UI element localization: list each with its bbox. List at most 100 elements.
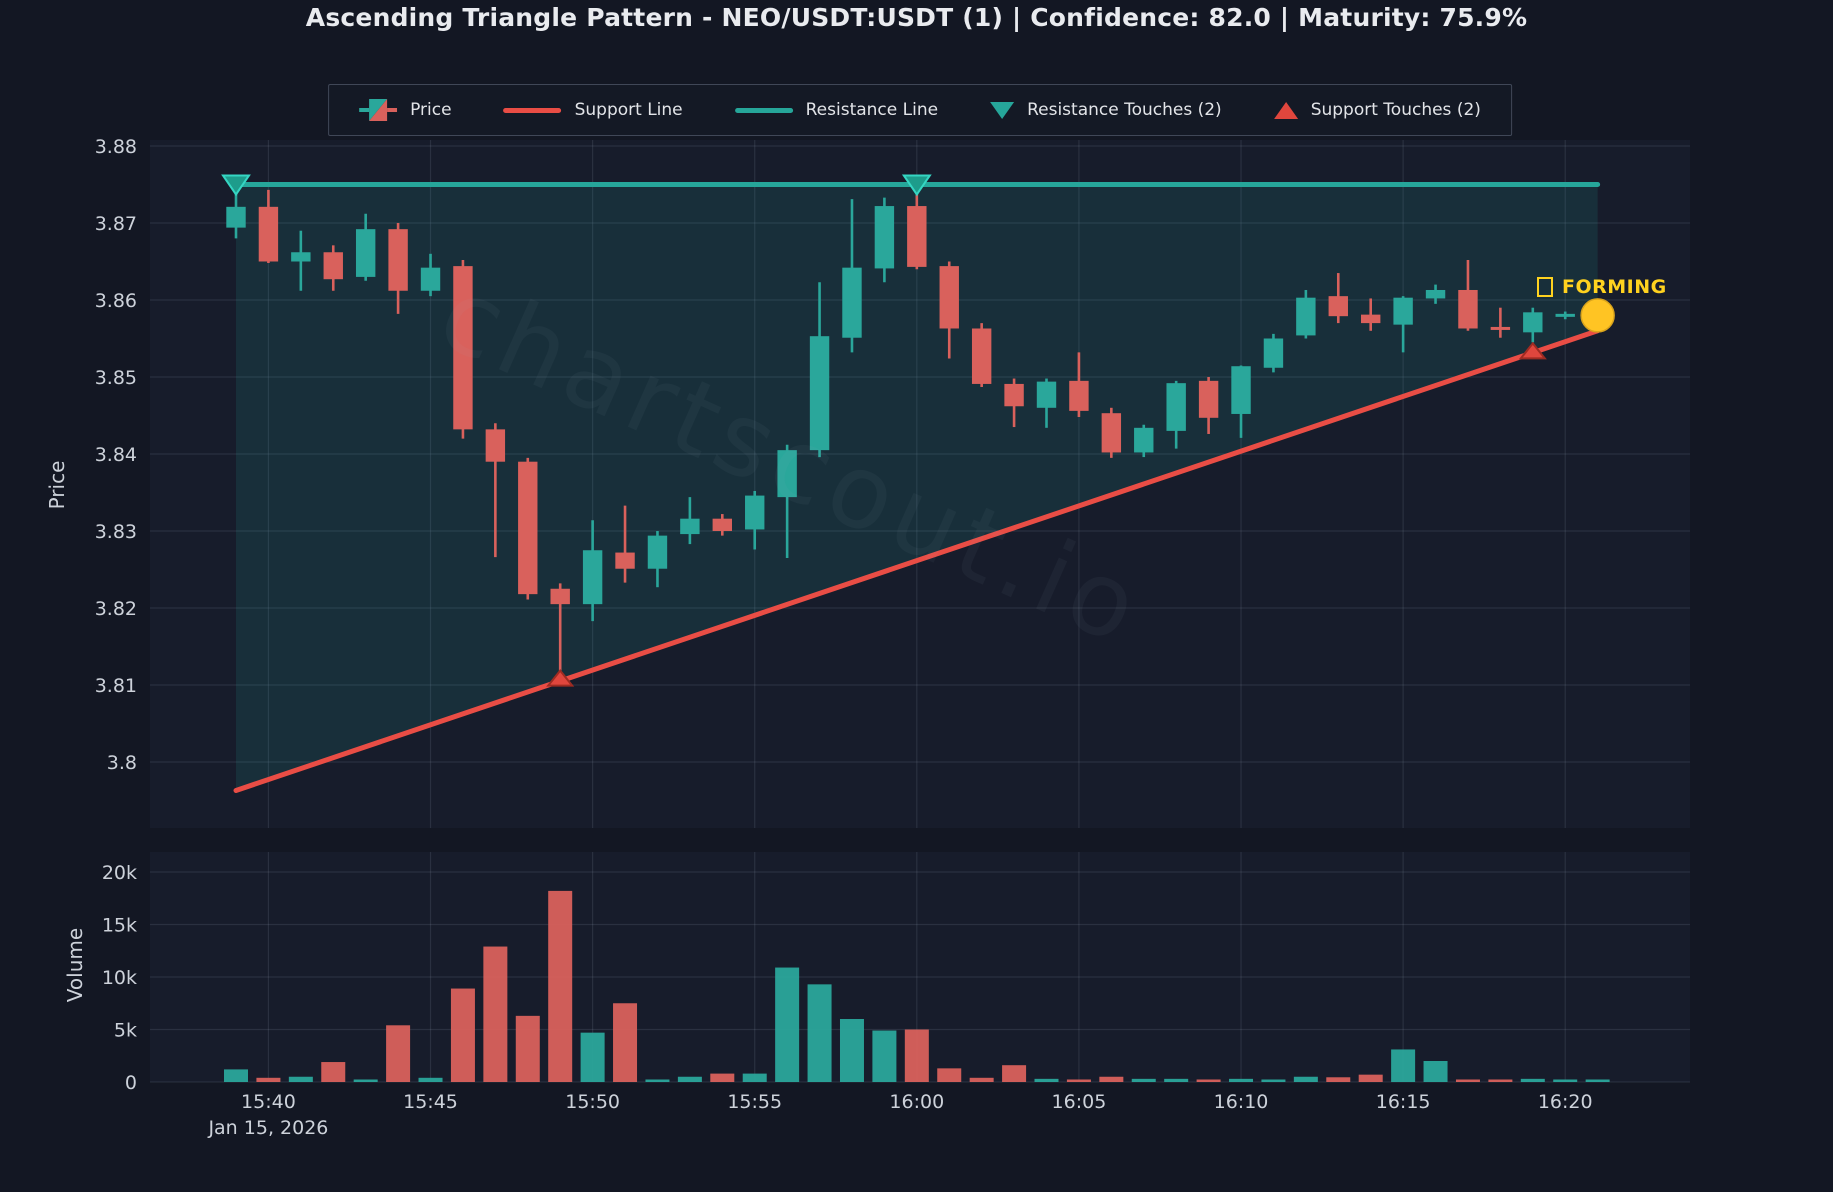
volume-bar[interactable]: [1261, 1079, 1286, 1083]
volume-bar[interactable]: [937, 1068, 962, 1082]
price-axis-title: Price: [45, 460, 69, 510]
volume-bar[interactable]: [775, 967, 800, 1082]
volume-bar[interactable]: [450, 988, 475, 1082]
candle[interactable]: [258, 189, 279, 264]
volume-bar[interactable]: [1196, 1079, 1221, 1083]
candle[interactable]: [712, 514, 732, 536]
volume-bar[interactable]: [1585, 1079, 1610, 1083]
volume-bar[interactable]: [1002, 1065, 1027, 1082]
volume-bar[interactable]: [515, 1015, 540, 1082]
candle[interactable]: [809, 282, 830, 458]
candle[interactable]: [1425, 284, 1446, 304]
candle[interactable]: [323, 245, 343, 291]
candle[interactable]: [1393, 296, 1413, 353]
volume-bar[interactable]: [1488, 1079, 1513, 1083]
legend-item-resistance-line[interactable]: Resistance Line: [734, 100, 938, 120]
candle[interactable]: [1101, 407, 1122, 458]
volume-bar[interactable]: [1358, 1074, 1383, 1082]
current-price-marker: [1580, 298, 1615, 333]
candle[interactable]: [355, 213, 376, 281]
svg-text:3.83: 3.83: [95, 521, 137, 543]
candle[interactable]: [615, 505, 635, 583]
volume-bar[interactable]: [1034, 1078, 1059, 1082]
volume-bar[interactable]: [386, 1025, 411, 1082]
candle[interactable]: [939, 261, 959, 359]
candle[interactable]: [1004, 378, 1024, 428]
candle[interactable]: [842, 199, 862, 353]
candle[interactable]: [1328, 273, 1348, 324]
candle[interactable]: [1490, 307, 1511, 338]
support-touch-marker: [1518, 341, 1547, 360]
volume-bar[interactable]: [1066, 1079, 1091, 1083]
candle[interactable]: [291, 230, 311, 291]
volume-bar[interactable]: [1326, 1077, 1351, 1082]
volume-bar[interactable]: [1229, 1078, 1254, 1082]
volume-bar[interactable]: [1164, 1078, 1189, 1082]
candles[interactable]: [226, 182, 1608, 680]
volume-bar[interactable]: [288, 1076, 313, 1082]
volume-bar[interactable]: [1423, 1061, 1448, 1082]
volume-bar[interactable]: [1455, 1079, 1480, 1083]
pattern-fill: [236, 184, 1598, 791]
candle[interactable]: [647, 531, 668, 588]
candle[interactable]: [971, 323, 992, 388]
volume-bar[interactable]: [418, 1077, 443, 1082]
candle[interactable]: [1263, 333, 1284, 373]
candle[interactable]: [777, 444, 797, 558]
candle[interactable]: [1555, 311, 1575, 320]
candle[interactable]: [485, 423, 506, 558]
volume-bar[interactable]: [1520, 1078, 1545, 1082]
volume-bar[interactable]: [839, 1019, 864, 1082]
legend-item-support-line[interactable]: Support Line: [503, 100, 683, 120]
volume-bar[interactable]: [548, 890, 573, 1082]
volume-bar[interactable]: [613, 1003, 638, 1082]
volume-bar[interactable]: [645, 1079, 670, 1083]
candle[interactable]: [1361, 298, 1381, 331]
candle[interactable]: [582, 520, 603, 622]
volume-bars[interactable]: [224, 890, 1610, 1083]
volume-bar[interactable]: [1293, 1076, 1318, 1082]
volume-bar[interactable]: [1099, 1076, 1124, 1082]
candle[interactable]: [1296, 289, 1316, 339]
volume-bar[interactable]: [807, 984, 832, 1082]
candle[interactable]: [680, 497, 700, 545]
candle[interactable]: [1458, 259, 1478, 331]
candle[interactable]: [1134, 424, 1154, 458]
candle[interactable]: [907, 182, 927, 270]
volume-bar[interactable]: [483, 946, 508, 1082]
volume-bar[interactable]: [353, 1079, 378, 1083]
candle[interactable]: [745, 490, 765, 550]
candle[interactable]: [1198, 377, 1219, 434]
volume-bar[interactable]: [904, 1029, 929, 1083]
candle[interactable]: [874, 197, 895, 283]
candle[interactable]: [420, 253, 441, 297]
volume-bar[interactable]: [710, 1073, 735, 1082]
legend-item-resistance-touches[interactable]: Resistance Touches (2): [990, 100, 1222, 120]
candle[interactable]: [1069, 352, 1089, 418]
volume-bar[interactable]: [256, 1077, 281, 1082]
candle[interactable]: [518, 457, 538, 600]
svg-text:3.86: 3.86: [95, 290, 137, 312]
candle[interactable]: [1523, 307, 1543, 343]
candle[interactable]: [388, 223, 408, 314]
volume-bar[interactable]: [321, 1062, 346, 1082]
volume-bar[interactable]: [224, 1069, 248, 1082]
touch-markers: [221, 174, 1547, 687]
volume-bar[interactable]: [1131, 1078, 1156, 1082]
volume-bar[interactable]: [1553, 1079, 1578, 1083]
volume-bar[interactable]: [1391, 1049, 1416, 1082]
legend-label: Support Line: [574, 100, 683, 120]
legend-item-support-touches[interactable]: Support Touches (2): [1273, 100, 1481, 120]
candle[interactable]: [1166, 380, 1186, 449]
volume-bar[interactable]: [872, 1030, 897, 1082]
candle[interactable]: [1036, 378, 1057, 428]
volume-bar[interactable]: [677, 1076, 702, 1082]
candle[interactable]: [453, 259, 473, 439]
volume-bar[interactable]: [969, 1077, 994, 1082]
volume-bar[interactable]: [580, 1032, 605, 1082]
volume-bar[interactable]: [742, 1073, 767, 1082]
legend-item-price[interactable]: Price: [359, 94, 452, 126]
candle[interactable]: [550, 583, 570, 680]
candle[interactable]: [1231, 365, 1251, 438]
